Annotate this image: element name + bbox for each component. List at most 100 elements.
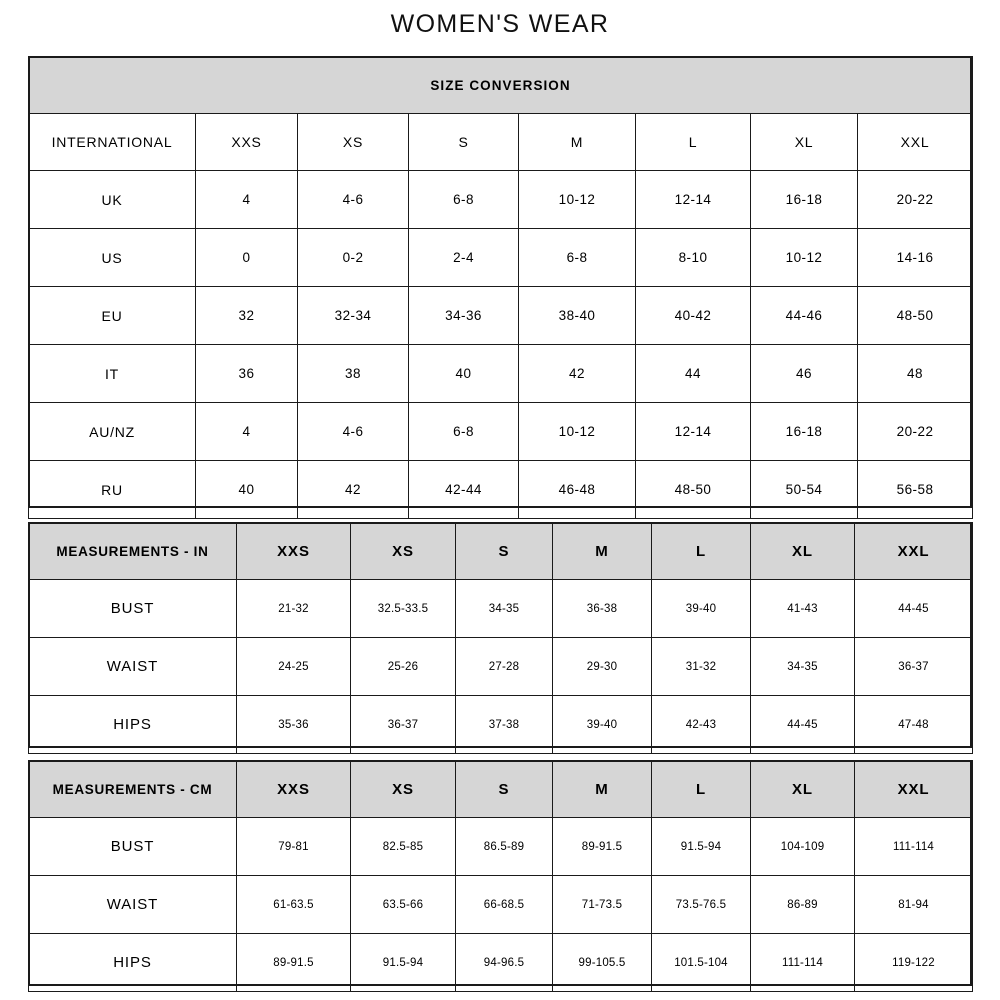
column-header-xl: XL [750,113,858,171]
cell-in-hips-xl: 44-45 [750,695,855,754]
cell-eu-m: 38-40 [518,286,636,345]
table-header-row: MEASUREMENTS - CM XXS XS S M L XL XXL [28,760,973,818]
measurements-cm-table: MEASUREMENTS - CM XXS XS S M L XL XXL BU… [28,760,973,992]
cell-in-hips-m: 39-40 [552,695,652,754]
table-row: US 0 0-2 2-4 6-8 8-10 10-12 14-16 [28,228,974,287]
cell-uk-s: 6-8 [408,170,519,229]
row-label-cm-bust: BUST [28,817,237,876]
table-banner-row: SIZE CONVERSION [27,56,974,114]
column-header-in-m: M [552,522,652,580]
cell-cm-hips-xxs: 89-91.5 [236,933,351,992]
cell-ru-xs: 42 [297,460,409,519]
row-label-aunz: AU/NZ [28,402,196,461]
cell-uk-l: 12-14 [635,170,751,229]
table-row: BUST 79-81 82.5-85 86.5-89 89-91.5 91.5-… [28,817,973,876]
table-row: AU/NZ 4 4-6 6-8 10-12 12-14 16-18 20-22 [28,402,974,461]
row-label-us: US [28,228,196,287]
cell-it-xs: 38 [297,344,409,403]
cell-eu-s: 34-36 [408,286,519,345]
cell-in-bust-xl: 41-43 [750,579,855,638]
cell-in-hips-s: 37-38 [455,695,553,754]
column-header-international: INTERNATIONAL [28,113,196,171]
cell-cm-waist-xxs: 61-63.5 [236,875,351,934]
cell-cm-waist-m: 71-73.5 [552,875,652,934]
cell-us-xl: 10-12 [750,228,858,287]
table-header-row: INTERNATIONAL XXS XS S M L XL XXL [28,113,974,171]
column-header-in-s: S [455,522,553,580]
column-header-m: M [518,113,636,171]
table-row: WAIST 61-63.5 63.5-66 66-68.5 71-73.5 73… [28,875,973,934]
row-label-eu: EU [28,286,196,345]
cell-ru-xxs: 40 [195,460,298,519]
row-label-cm-waist: WAIST [28,875,237,934]
cell-cm-hips-l: 101.5-104 [651,933,751,992]
cell-cm-waist-xxl: 81-94 [854,875,973,934]
cell-aunz-xl: 16-18 [750,402,858,461]
cell-uk-m: 10-12 [518,170,636,229]
cell-in-bust-xxl: 44-45 [854,579,973,638]
column-header-xs: XS [297,113,409,171]
cell-eu-xl: 44-46 [750,286,858,345]
column-header-xxl: XXL [856,113,974,171]
cell-aunz-xs: 4-6 [297,402,409,461]
cell-aunz-xxl: 20-22 [856,402,974,461]
table-row: RU 40 42 42-44 46-48 48-50 50-54 56-58 [28,460,974,519]
row-label-ru: RU [28,460,196,519]
column-header-l: L [635,113,751,171]
table-row: IT 36 38 40 42 44 46 48 [28,344,974,403]
cell-it-xl: 46 [750,344,858,403]
cell-aunz-m: 10-12 [518,402,636,461]
cell-eu-xxs: 32 [195,286,298,345]
column-header-cm-s: S [455,760,553,818]
cell-in-waist-m: 29-30 [552,637,652,696]
table-row: BUST 21-32 32.5-33.5 34-35 36-38 39-40 4… [28,579,973,638]
cell-eu-l: 40-42 [635,286,751,345]
cell-in-hips-l: 42-43 [651,695,751,754]
cell-aunz-s: 6-8 [408,402,519,461]
cell-cm-bust-xxs: 79-81 [236,817,351,876]
row-label-in-waist: WAIST [28,637,237,696]
size-conversion-banner: SIZE CONVERSION [27,56,974,114]
cell-cm-bust-xl: 104-109 [750,817,855,876]
column-header-cm-xl: XL [750,760,855,818]
cell-in-waist-s: 27-28 [455,637,553,696]
cell-in-hips-xxl: 47-48 [854,695,973,754]
cell-in-bust-l: 39-40 [651,579,751,638]
column-header-in-xxl: XXL [854,522,973,580]
cell-ru-l: 48-50 [635,460,751,519]
cell-in-waist-l: 31-32 [651,637,751,696]
column-header-cm-xxl: XXL [854,760,973,818]
cell-it-m: 42 [518,344,636,403]
column-header-in-xs: XS [350,522,456,580]
cell-ru-s: 42-44 [408,460,519,519]
column-header-cm-xs: XS [350,760,456,818]
cell-cm-waist-s: 66-68.5 [455,875,553,934]
cell-in-bust-xxs: 21-32 [236,579,351,638]
cell-in-waist-xxs: 24-25 [236,637,351,696]
cell-aunz-l: 12-14 [635,402,751,461]
row-label-in-hips: HIPS [28,695,237,754]
table-header-row: MEASUREMENTS - IN XXS XS S M L XL XXL [28,522,973,580]
table-row: HIPS 35-36 36-37 37-38 39-40 42-43 44-45… [28,695,973,754]
cell-in-hips-xxs: 35-36 [236,695,351,754]
column-header-cm-m: M [552,760,652,818]
row-label-cm-hips: HIPS [28,933,237,992]
table-row: HIPS 89-91.5 91.5-94 94-96.5 99-105.5 10… [28,933,973,992]
cell-in-waist-xl: 34-35 [750,637,855,696]
cell-cm-hips-m: 99-105.5 [552,933,652,992]
cell-us-l: 8-10 [635,228,751,287]
cell-eu-xxl: 48-50 [856,286,974,345]
cell-cm-hips-s: 94-96.5 [455,933,553,992]
cell-cm-bust-xs: 82.5-85 [350,817,456,876]
cell-uk-xl: 16-18 [750,170,858,229]
cell-ru-xxl: 56-58 [856,460,974,519]
cell-uk-xxs: 4 [195,170,298,229]
cell-in-hips-xs: 36-37 [350,695,456,754]
row-label-it: IT [28,344,196,403]
cell-it-l: 44 [635,344,751,403]
cell-cm-waist-xs: 63.5-66 [350,875,456,934]
row-label-uk: UK [28,170,196,229]
cell-in-bust-s: 34-35 [455,579,553,638]
cell-it-xxs: 36 [195,344,298,403]
